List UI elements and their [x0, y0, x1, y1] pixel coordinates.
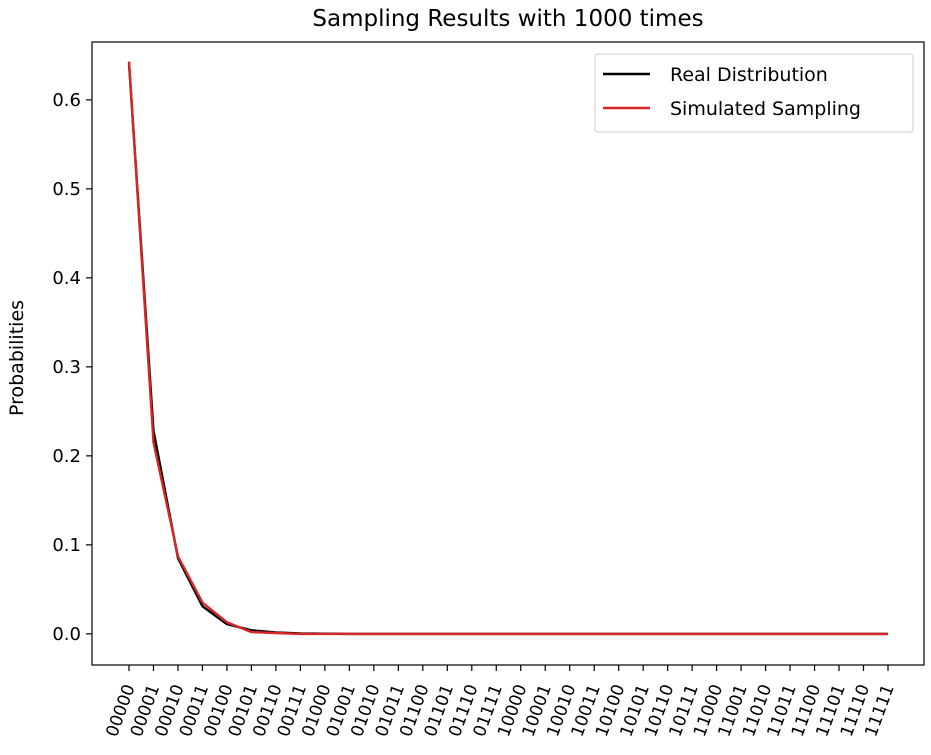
- y-tick-label: 0.3: [52, 357, 81, 378]
- plot-area: 0.00.10.20.30.40.50.60000000001000100001…: [52, 41, 925, 740]
- legend-label-simulated-sampling: Simulated Sampling: [670, 98, 861, 120]
- y-tick-label: 0.6: [52, 90, 81, 111]
- y-axis-label: Probabilities: [6, 300, 28, 416]
- series-line-real-distribution: [127, 63, 888, 636]
- series-line-simulated-sampling: [127, 61, 888, 636]
- chart-title: Sampling Results with 1000 times: [312, 6, 703, 32]
- axes-frame: [91, 41, 925, 666]
- y-tick-label: 0.5: [52, 179, 81, 200]
- y-tick-label: 0.1: [52, 535, 81, 556]
- y-tick-label: 0.4: [52, 268, 81, 289]
- legend-box: [594, 53, 914, 133]
- legend: Real Distribution Simulated Sampling: [594, 53, 914, 133]
- y-tick-label: 0.0: [52, 624, 81, 645]
- y-tick-label: 0.2: [52, 446, 81, 467]
- legend-label-real-distribution: Real Distribution: [670, 64, 828, 86]
